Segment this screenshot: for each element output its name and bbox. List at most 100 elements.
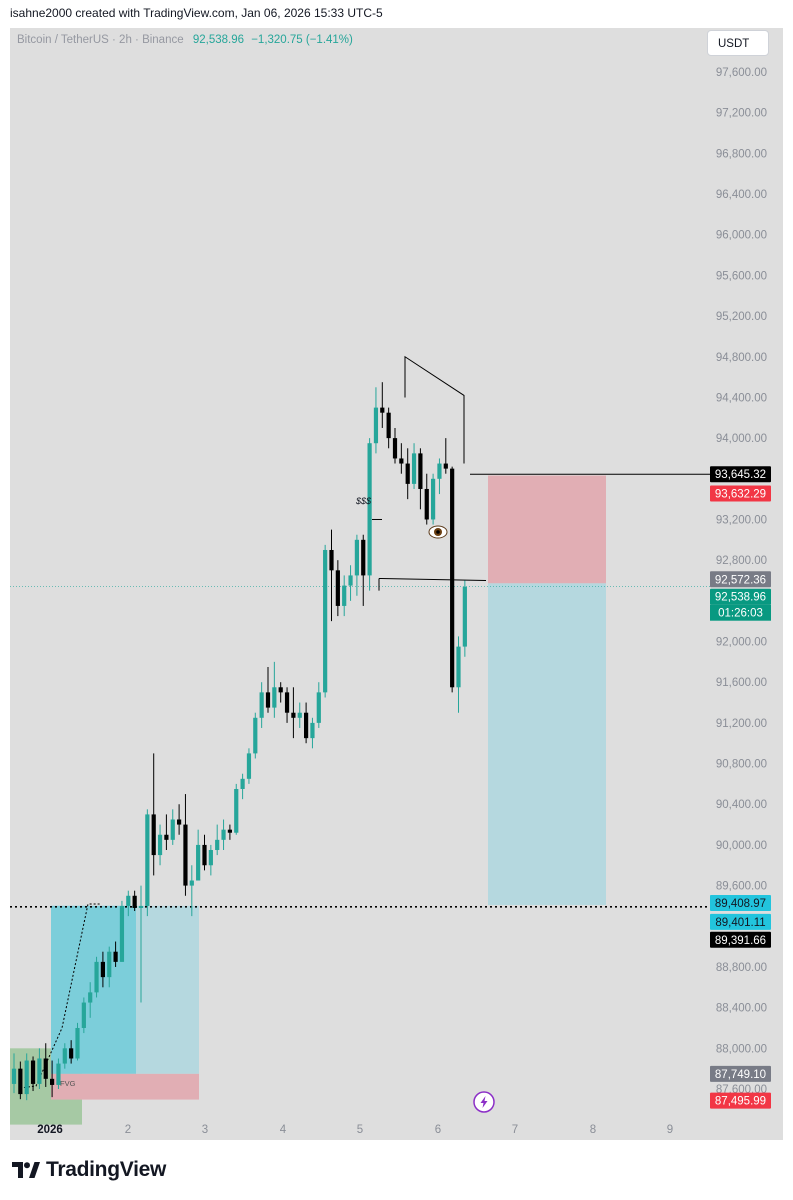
y-tick-label: 96,400.00 xyxy=(716,189,767,201)
y-tick-label: 94,000.00 xyxy=(716,433,767,445)
candle-body xyxy=(62,1048,67,1064)
candle-body xyxy=(11,1068,17,1084)
candle-body xyxy=(443,463,448,469)
candle-body xyxy=(107,951,112,978)
y-tick-label: 97,600.00 xyxy=(716,67,767,79)
candle xyxy=(50,1060,55,1098)
candle-body xyxy=(297,712,302,718)
price-badge xyxy=(710,1092,771,1109)
candle xyxy=(380,382,385,428)
candle-body xyxy=(386,412,391,439)
candle-body xyxy=(126,895,131,906)
candle-body xyxy=(196,844,201,881)
candle xyxy=(202,834,207,871)
price-badge xyxy=(710,588,771,605)
candle-body xyxy=(100,961,105,978)
candle xyxy=(157,824,163,866)
price-badges: 93,645.32 93,632.29 92,572.36 92,538.96 89,4… xyxy=(710,466,771,1109)
candle-body xyxy=(253,717,258,754)
y-tick-label: 96,000.00 xyxy=(716,230,767,242)
candle-body xyxy=(50,1078,55,1085)
candle-body xyxy=(170,819,175,840)
y-tick-label: 95,600.00 xyxy=(716,270,767,282)
time-axis: 2026 2 3 4 5 6 7 8 9 xyxy=(37,1124,673,1136)
candle xyxy=(138,885,144,1003)
candle-body xyxy=(113,951,118,962)
candle-body xyxy=(30,1060,36,1084)
lightning-icon[interactable] xyxy=(473,1091,495,1113)
candle xyxy=(456,636,461,713)
candle-body xyxy=(138,905,144,908)
candle-body xyxy=(157,834,163,856)
candle-body xyxy=(342,585,347,606)
fvg-label: FVG xyxy=(60,1079,76,1088)
candle-body xyxy=(462,586,467,647)
candle-body xyxy=(189,880,194,886)
candle-body xyxy=(367,443,372,576)
chart-frame[interactable]: 97,600.00 97,200.00 96,800.00 96,400.00 96,0… xyxy=(10,28,783,1140)
candle-body xyxy=(56,1063,61,1085)
y-tick-label: 95,200.00 xyxy=(716,311,767,323)
candle-body xyxy=(246,753,252,779)
symbol-legend: Bitcoin / TetherUS · 2h · Binance 92,538… xyxy=(17,34,353,46)
currency-button[interactable]: USDT xyxy=(707,30,769,56)
x-tick-label: 7 xyxy=(512,1124,518,1136)
symbol-info: Bitcoin / TetherUS · 2h · Binance xyxy=(17,34,184,46)
candle xyxy=(221,819,226,851)
candle-body xyxy=(392,438,398,459)
candle xyxy=(145,809,150,917)
y-tick-label: 90,400.00 xyxy=(716,799,767,811)
candlestick-chart[interactable]: 97,600.00 97,200.00 96,800.00 96,400.00 96,0… xyxy=(10,28,783,1140)
candle xyxy=(196,829,201,881)
candle-body xyxy=(37,1058,42,1084)
candle xyxy=(367,438,372,591)
candle xyxy=(310,717,315,749)
price-axis: 97,600.00 97,200.00 96,800.00 96,400.00 96,0… xyxy=(716,67,767,1096)
candle xyxy=(246,748,252,784)
candle xyxy=(373,387,379,454)
price-badge xyxy=(710,913,771,930)
price-badge-label: 89,391.66 xyxy=(715,935,766,947)
candle xyxy=(253,712,258,759)
price-badge xyxy=(710,571,771,588)
candle-body xyxy=(215,839,220,851)
y-tick-label: 94,800.00 xyxy=(716,352,767,364)
y-tick-label: 96,800.00 xyxy=(716,148,767,160)
candle xyxy=(56,1058,61,1089)
candle xyxy=(88,982,93,1018)
candle xyxy=(297,702,302,728)
candle xyxy=(272,661,277,718)
candle xyxy=(418,448,423,510)
candle-body xyxy=(240,778,245,789)
candle xyxy=(323,544,328,698)
legend-change: −1,320.75 (−1.41%) xyxy=(251,34,353,46)
price-badge-label: 93,632.29 xyxy=(715,489,766,501)
price-badge-label: 87,495.99 xyxy=(715,1096,766,1108)
candle-body xyxy=(43,1058,48,1079)
candle xyxy=(240,773,245,800)
drawings-layer xyxy=(10,355,710,1089)
tradingview-logo-icon xyxy=(12,1162,40,1178)
candle-body xyxy=(18,1068,23,1095)
y-tick-label: 88,000.00 xyxy=(716,1043,767,1055)
candle-body xyxy=(88,992,93,1003)
price-badge-label: 89,408.97 xyxy=(715,898,766,910)
x-tick-label: 3 xyxy=(202,1124,208,1136)
x-tick-label: 2026 xyxy=(37,1124,63,1136)
candle-body xyxy=(183,824,188,886)
candle xyxy=(399,443,404,474)
price-badge xyxy=(710,1065,771,1082)
y-tick-label: 88,800.00 xyxy=(716,962,767,974)
y-tick-label: 92,000.00 xyxy=(716,637,767,649)
candle xyxy=(107,946,112,988)
candle xyxy=(437,458,442,495)
candle xyxy=(43,1043,48,1087)
candle xyxy=(126,890,131,917)
candle-body xyxy=(265,692,271,708)
eye-icon xyxy=(428,525,448,539)
candle-body xyxy=(119,905,125,962)
x-tick-label: 8 xyxy=(590,1124,596,1136)
candle-body xyxy=(278,687,283,693)
candle xyxy=(189,865,194,917)
y-tick-label: 91,600.00 xyxy=(716,677,767,689)
